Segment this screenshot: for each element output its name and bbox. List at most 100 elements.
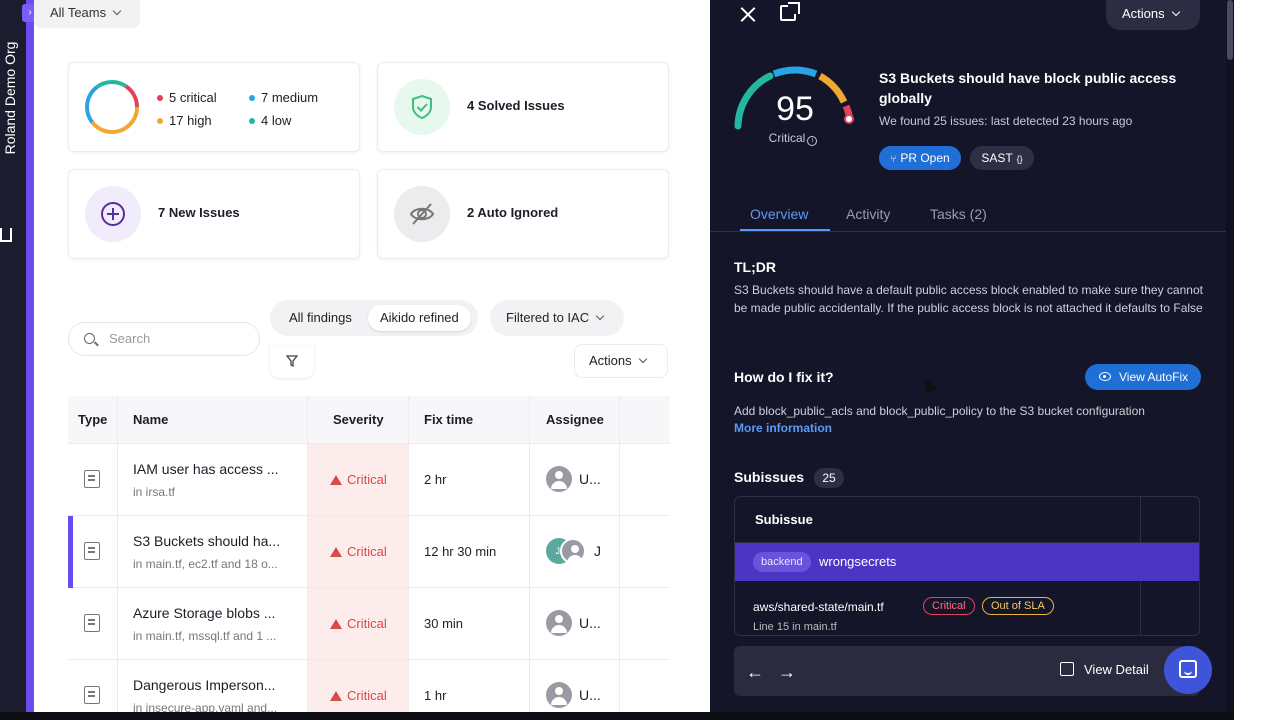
issue-file: in main.tf, ec2.tf and 18 o... [133,557,278,571]
high-count: 17 high [157,113,212,128]
header-type[interactable]: Type [78,412,108,427]
subissues-count: 25 [814,468,844,488]
search-input[interactable]: Search [68,322,260,356]
low-dot [249,118,255,124]
issue-detail-panel: Actions 95 Critical i S3 Buckets should h… [710,0,1226,712]
chat-support-button[interactable] [1164,646,1212,694]
table-actions-button[interactable]: Actions [574,344,668,378]
home-icon[interactable] [0,228,12,242]
table-row[interactable]: Dangerous Imperson... in insecure-app.ya… [68,660,670,712]
scope-filter-label: Filtered to IAC [506,310,590,325]
assignee-name: U... [579,687,601,703]
low-count: 4 low [249,113,291,128]
view-detail-button[interactable]: View Detail [1060,662,1149,677]
subissue-line: Line 15 in main.tf [753,621,837,633]
severity-badge: Critical [330,544,387,559]
tab-tasks[interactable]: Tasks (2) [930,206,987,222]
severity-badge: Critical [330,616,387,631]
issue-file: in insecure-app.yaml and... [133,701,278,712]
fix-time: 12 hr 30 min [424,544,497,559]
tab-overview[interactable]: Overview [750,206,809,222]
plus-circle-icon [85,186,141,242]
header-assignee[interactable]: Assignee [546,412,604,427]
close-icon[interactable] [740,6,756,22]
funnel-icon [286,355,298,367]
table-row[interactable]: IAM user has access ... in irsa.tf Criti… [68,444,670,516]
severity-badge: Critical [330,688,387,703]
org-name[interactable]: Roland Demo Org [2,41,18,155]
team-select[interactable]: All Teams [34,0,140,28]
fix-heading: How do I fix it? [734,369,834,385]
issues-table: Type Name Severity Fix time Assignee IAM… [68,396,670,712]
tab-activity[interactable]: Activity [846,206,891,222]
table-row[interactable]: S3 Buckets should ha... in main.tf, ec2.… [68,516,670,588]
warning-icon [330,691,342,701]
header-name[interactable]: Name [133,412,169,427]
fix-time: 2 hr [424,472,447,487]
severity-column-bg [308,444,408,712]
window-background [1234,0,1280,720]
new-issues-label: 7 New Issues [158,205,240,220]
assignee-name: U... [579,615,601,631]
filter-button[interactable] [270,346,314,378]
view-detail-label: View Detail [1084,662,1149,677]
chevron-down-icon [112,6,122,16]
more-information-link[interactable]: More information [734,421,832,435]
header-severity[interactable]: Severity [333,412,384,427]
critical-tag: Critical [923,597,975,615]
table-row[interactable]: Azure Storage blobs ... in main.tf, mssq… [68,588,670,660]
new-issues-card[interactable]: 7 New Issues [68,169,360,259]
info-icon[interactable]: i [807,136,818,146]
column-divider [307,396,308,712]
panel-footer: ← → View Detail [734,646,1200,696]
panel-actions-button[interactable]: Actions [1106,0,1200,30]
issue-file: in irsa.tf [133,485,176,499]
chat-icon [1179,660,1197,678]
iac-file-icon [84,686,100,704]
iac-file-icon [84,470,100,488]
findings-segment: All findings Aikido refined [270,300,478,336]
active-tab-indicator [740,229,830,231]
low-count-label: 4 low [261,113,292,128]
subissue-column[interactable]: Subissue [755,512,813,527]
warning-icon [330,475,342,485]
view-autofix-button[interactable]: View AutoFix [1085,364,1201,390]
severity-label: Critical [347,472,387,487]
iac-file-icon [84,542,100,560]
severity-label: Critical [347,544,387,559]
subissue-group-row[interactable]: backend wrongsecrets [735,543,1199,581]
segment-aikido-refined[interactable]: Aikido refined [368,305,471,331]
avatar [546,466,572,492]
sast-label: SAST [981,151,1013,165]
scope-filter-dropdown[interactable]: Filtered to IAC [490,300,624,336]
issue-title: S3 Buckets should have block public acce… [879,70,1177,106]
fix-text: Add block_public_acls and block_public_p… [734,404,1145,418]
open-external-icon[interactable] [780,2,800,21]
issue-name: Dangerous Imperson... [133,677,276,693]
scrollbar-thumb[interactable] [1227,0,1233,60]
next-arrow-icon[interactable]: → [778,662,796,682]
column-divider [619,396,620,712]
severity-badge: Critical [330,472,387,487]
team-select-label: All Teams [50,5,107,20]
search-icon [84,333,95,344]
high-dot [157,118,163,124]
high-count-label: 17 high [169,113,212,128]
column-divider [529,396,530,712]
header-fix-time[interactable]: Fix time [424,412,474,427]
previous-arrow-icon[interactable]: ← [746,662,764,682]
subissue-path[interactable]: aws/shared-state/main.tf [753,600,884,614]
solved-issues-card[interactable]: 4 Solved Issues [377,62,669,152]
severity-summary-card[interactable]: 5 critical 7 medium 17 high 4 low [68,62,360,152]
segment-all-findings[interactable]: All findings [289,310,352,325]
sast-badge: SAST{} [970,146,1034,170]
assignee-name: J [594,543,601,559]
table-header: Type Name Severity Fix time Assignee [68,396,670,444]
auto-ignored-card[interactable]: 2 Auto Ignored [377,169,669,259]
backend-tag: backend [753,552,811,572]
column-divider [117,396,118,712]
warning-icon [330,619,342,629]
pr-open-badge[interactable]: ⑂ PR Open [879,146,961,170]
tldr-heading: TL;DR [734,259,776,275]
